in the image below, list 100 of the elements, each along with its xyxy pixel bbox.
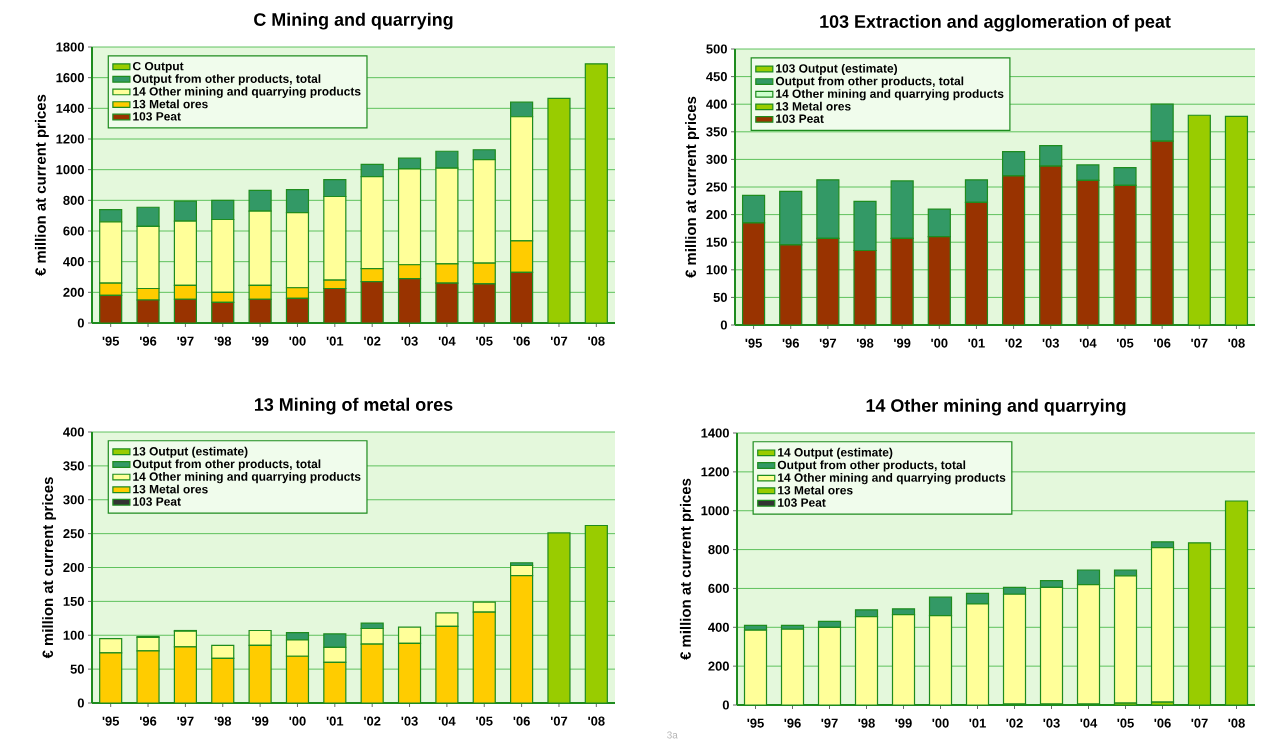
x-tick-label: '05: [1117, 718, 1134, 728]
x-tick-label: '95: [102, 336, 120, 346]
legend-label: C Output: [132, 61, 184, 73]
y-tick-label: 400: [63, 257, 84, 267]
y-tick-label: 1200: [701, 467, 729, 477]
x-tick-label: '08: [1228, 338, 1245, 348]
x-tick-label: '01: [968, 338, 985, 348]
x-tick-label: '95: [102, 716, 120, 726]
y-tick-label: 200: [63, 562, 84, 573]
x-tick-label: '04: [438, 336, 456, 346]
x-tick-label: '97: [819, 338, 837, 348]
y-tick-label: 200: [63, 287, 84, 297]
x-tick-label: '06: [513, 716, 530, 726]
chart-title: 103 Extraction and agglomeration of peat: [820, 14, 1171, 32]
y-tick-label: 300: [63, 495, 84, 505]
y-tick-label: 1600: [56, 73, 84, 83]
y-tick-label: 1400: [56, 103, 84, 113]
legend-label: 13 Metal ores: [778, 485, 853, 495]
y-tick-label: 1200: [56, 134, 84, 144]
x-tick-label: '02: [364, 716, 381, 726]
y-tick-label: 250: [706, 182, 727, 192]
legend-label: 103 Output (estimate): [776, 63, 898, 76]
x-tick-label: '99: [252, 336, 269, 346]
legend-label: 14 Other mining and quarrying products: [133, 86, 361, 99]
y-tick-label: 800: [708, 544, 729, 555]
y-axis-title: € million at current prices: [42, 477, 57, 659]
y-tick-label: 1800: [56, 42, 84, 52]
x-tick-label: '00: [289, 336, 306, 346]
legend-label: 103 Peat: [133, 112, 181, 121]
x-tick-label: '08: [588, 336, 605, 346]
x-tick-label: '01: [969, 718, 986, 728]
x-tick-label: '99: [252, 716, 269, 726]
y-tick-label: 350: [63, 461, 84, 471]
legend-label: 103 Peat: [776, 114, 824, 123]
y-axis-title: € million at current prices: [685, 96, 700, 278]
x-tick-label: '06: [513, 336, 530, 346]
x-tick-label: '02: [1006, 718, 1023, 728]
x-tick-label: '00: [932, 718, 949, 728]
x-tick-label: '02: [1005, 338, 1022, 348]
x-tick-label: '95: [745, 338, 762, 348]
legend-label: 14 Other mining and quarrying products: [778, 473, 1006, 485]
y-tick-label: 0: [722, 700, 729, 710]
x-tick-label: '04: [1079, 338, 1097, 348]
x-tick-label: '08: [588, 716, 605, 726]
x-tick-label: '01: [326, 716, 344, 726]
x-tick-label: '06: [1154, 338, 1171, 348]
y-tick-label: 50: [70, 664, 84, 674]
x-tick-label: '07: [550, 336, 568, 346]
x-tick-label: '03: [401, 336, 418, 346]
x-tick-label: '06: [1154, 718, 1171, 728]
x-tick-label: '03: [401, 716, 418, 726]
x-tick-label: '98: [214, 336, 232, 346]
x-tick-label: '02: [364, 336, 381, 346]
legend-label: 14 Other mining and quarrying products: [133, 472, 361, 484]
x-tick-label: '07: [1191, 718, 1208, 728]
x-tick-label: '00: [289, 716, 306, 726]
x-tick-label: '98: [214, 716, 232, 726]
legend-label: Output from other products, total: [777, 460, 966, 472]
y-tick-label: 200: [706, 210, 727, 220]
y-tick-label: 800: [63, 195, 84, 205]
y-tick-label: 400: [63, 427, 84, 437]
x-tick-label: '01: [326, 336, 344, 346]
y-tick-label: 600: [708, 583, 729, 594]
y-tick-label: 0: [77, 698, 84, 708]
y-tick-label: 150: [63, 596, 84, 606]
x-tick-label: '05: [476, 716, 493, 726]
x-tick-label: '04: [438, 716, 456, 726]
legend-label: 14 Output (estimate): [778, 447, 893, 459]
y-tick-label: 50: [713, 292, 727, 302]
x-tick-label: '07: [550, 716, 568, 726]
y-tick-label: 600: [63, 226, 84, 236]
x-tick-label: '05: [476, 336, 493, 346]
x-tick-label: '03: [1043, 718, 1060, 728]
y-tick-label: 0: [77, 318, 84, 328]
x-tick-label: '95: [747, 718, 764, 728]
y-tick-label: 200: [708, 661, 729, 671]
x-tick-label: '96: [782, 338, 799, 348]
y-tick-label: 400: [708, 622, 729, 632]
y-tick-label: 500: [706, 44, 727, 54]
x-tick-label: '00: [931, 338, 948, 348]
y-tick-label: 100: [706, 265, 727, 275]
y-tick-label: 300: [706, 154, 727, 164]
legend-label: Output from other products, total: [775, 76, 964, 88]
legend-label: 103 Peat: [778, 498, 826, 507]
legend-label: Output from other products, total: [132, 459, 321, 471]
x-tick-label: '97: [177, 716, 194, 726]
legend-label: 13 Metal ores: [776, 101, 851, 111]
x-tick-label: '04: [1080, 718, 1098, 728]
y-tick-label: 250: [63, 529, 84, 539]
legend-label: 103 Peat: [133, 497, 181, 506]
legend-label: 13 Output (estimate): [133, 446, 248, 458]
legend-label: 13 Metal ores: [133, 99, 208, 109]
x-tick-label: '05: [1116, 338, 1134, 348]
y-tick-label: 1400: [701, 428, 729, 438]
chart-title: 14 Other mining and quarrying: [866, 398, 1126, 416]
chart-title: C Mining and quarrying: [254, 12, 453, 30]
y-axis-title: € million at current prices: [34, 94, 49, 276]
y-tick-label: 450: [706, 72, 727, 82]
legend-label: 13 Metal ores: [133, 484, 208, 494]
legend-label: 14 Other mining and quarrying products: [776, 89, 1004, 101]
